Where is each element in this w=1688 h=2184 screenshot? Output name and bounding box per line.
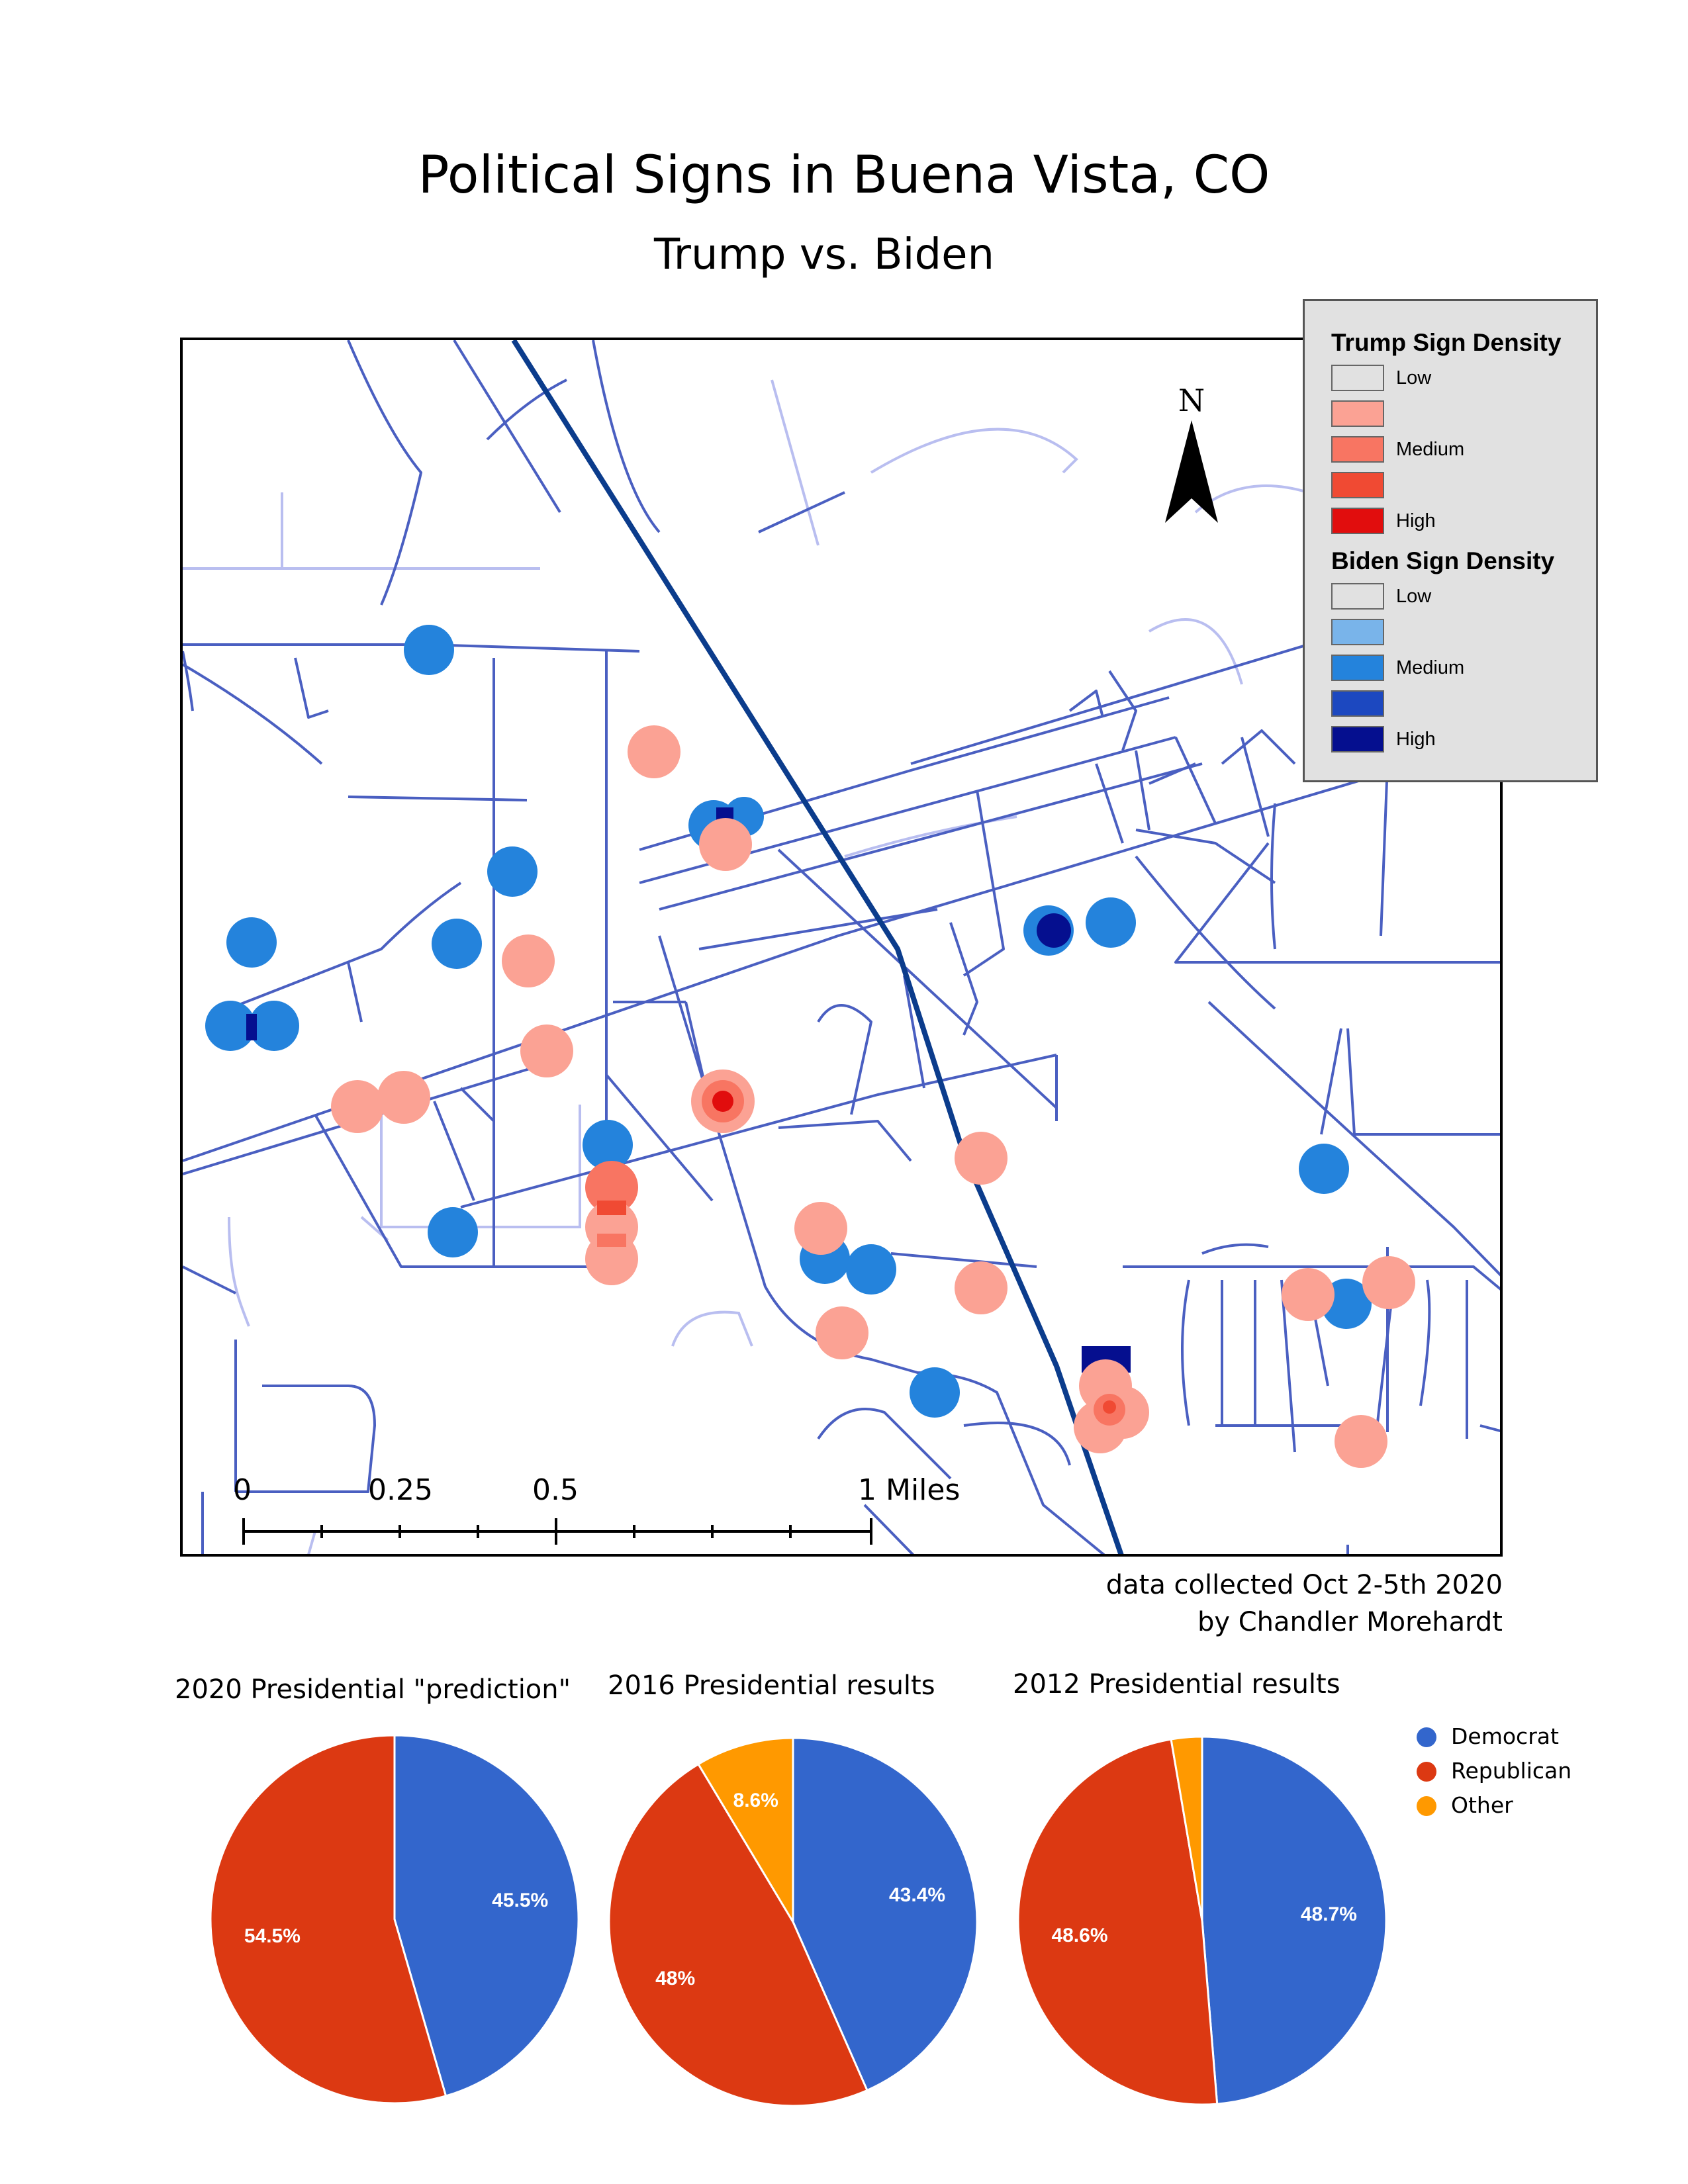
map-frame[interactable]	[180, 338, 1503, 1557]
pie-slice-label: 48.7%	[1300, 1903, 1357, 1926]
legend-biden-swatch	[1331, 690, 1384, 717]
pie-slice-republican	[209, 1734, 447, 2105]
trump-sign-point	[699, 818, 752, 871]
trump-sign-point	[816, 1306, 868, 1359]
biden-sign-point	[249, 1001, 299, 1051]
legend-trump-swatch	[1331, 508, 1384, 534]
trump-sign-hotspot	[597, 1201, 626, 1215]
trump-sign-point	[955, 1261, 1008, 1314]
pie-charts	[209, 1734, 1387, 2107]
biden-sign-point	[583, 1120, 633, 1170]
biden-sign-point	[404, 625, 454, 675]
biden-sign-point	[1086, 897, 1136, 948]
pie-legend-dot	[1417, 1796, 1436, 1816]
legend-biden-swatch	[1331, 583, 1384, 610]
biden-sign-point	[1299, 1144, 1349, 1194]
pie-slice-label: 48.6%	[1051, 1924, 1108, 1946]
legend-biden-label: Low	[1396, 586, 1432, 607]
scale-label-0: 0	[233, 1473, 252, 1507]
trump-sign-point	[520, 1024, 573, 1077]
scale-bar	[242, 1518, 872, 1545]
trump-sign-point	[502, 934, 555, 987]
biden-sign-hotspot	[1037, 913, 1071, 948]
legend-trump-swatch	[1331, 472, 1384, 498]
legend-biden-label: Medium	[1396, 657, 1465, 678]
pie-slice-label: 54.5%	[244, 1925, 301, 1947]
biden-sign-point	[910, 1367, 960, 1418]
trump-sign-point	[1362, 1256, 1415, 1309]
pie-slice-republican	[1017, 1738, 1219, 2106]
legend-trump-title: Trump Sign Density	[1331, 329, 1562, 356]
trump-sign-point	[955, 1132, 1008, 1185]
pie-slice-other	[1170, 1735, 1203, 1921]
pie-slice-democrat	[792, 1737, 978, 2092]
pie-legend-label: Democrat	[1451, 1723, 1559, 1749]
pie-legend-label: Other	[1451, 1792, 1513, 1818]
biden-sign-point	[846, 1244, 896, 1295]
trump-sign-point	[377, 1071, 430, 1124]
biden-sign-points	[205, 625, 1372, 1418]
trump-sign-point	[794, 1202, 847, 1255]
pie-title-2016: 2016 Presidential results	[608, 1670, 935, 1701]
legend-trump-swatch	[1331, 365, 1384, 391]
legend-trump-label: Low	[1396, 367, 1432, 388]
biden-sign-point	[487, 846, 538, 897]
legend-biden-swatch	[1331, 655, 1384, 681]
biden-sign-point	[205, 1001, 256, 1051]
legend-biden-title: Biden Sign Density	[1331, 547, 1555, 574]
credit-date: data collected Oct 2-5th 2020	[1105, 1570, 1503, 1600]
credit-author: by Chandler Morehardt	[1197, 1607, 1503, 1637]
trump-sign-points	[331, 725, 1415, 1468]
trump-sign-point	[331, 1080, 384, 1133]
pie-legend: Democrat Republican Other	[1417, 1721, 1655, 1840]
road-network	[183, 340, 1500, 1554]
biden-sign-point	[432, 919, 482, 969]
trump-sign-point	[1335, 1415, 1387, 1468]
map-title: Political Signs in Buena Vista, CO	[418, 146, 1270, 205]
pie-legend-dot	[1417, 1762, 1436, 1782]
map-subtitle: Trump vs. Biden	[653, 230, 995, 279]
legend-trump-swatch	[1331, 436, 1384, 463]
legend-biden-swatch	[1331, 619, 1384, 645]
pie-legend-dot	[1417, 1727, 1436, 1747]
biden-sign-hotspot	[246, 1014, 257, 1040]
scale-label-025: 0.25	[368, 1473, 433, 1507]
pie-legend-label: Republican	[1451, 1758, 1572, 1784]
north-arrow-icon	[1165, 420, 1218, 523]
scale-label-05: 0.5	[532, 1473, 579, 1507]
pie-title-2012: 2012 Presidential results	[1013, 1669, 1340, 1700]
legend-trump-label: Medium	[1396, 439, 1465, 460]
pie-slice-label: 45.5%	[492, 1889, 549, 1912]
trump-sign-hotspot	[712, 1091, 733, 1112]
trump-sign-point	[1282, 1268, 1335, 1321]
map-legend: Trump Sign Density Biden Sign Density Lo…	[1303, 299, 1598, 782]
biden-sign-point	[428, 1207, 478, 1257]
trump-sign-hotspot	[1103, 1400, 1116, 1414]
pie-slice-other	[696, 1737, 794, 1926]
pie-slice-label: 48%	[655, 1967, 696, 1989]
pie-slice-democrat	[1201, 1735, 1387, 2105]
pie-slice-republican	[608, 1762, 868, 2107]
legend-trump-label: High	[1396, 510, 1436, 531]
legend-biden-swatch	[1331, 726, 1384, 752]
pie-title-2020: 2020 Presidential "prediction"	[175, 1674, 571, 1705]
biden-sign-point	[226, 917, 277, 968]
pie-slice-label: 8.6%	[733, 1789, 778, 1811]
north-label: N	[1178, 383, 1205, 418]
legend-biden-label: High	[1396, 729, 1436, 750]
pie-slice-democrat	[393, 1734, 580, 2097]
minor-roads-light	[183, 379, 1480, 1554]
trump-sign-point	[628, 725, 680, 778]
pie-slice-label: 43.4%	[888, 1884, 946, 1907]
trump-sign-medium	[597, 1234, 626, 1247]
scale-label-1-miles: 1 Miles	[858, 1473, 961, 1507]
legend-trump-swatch	[1331, 400, 1384, 427]
